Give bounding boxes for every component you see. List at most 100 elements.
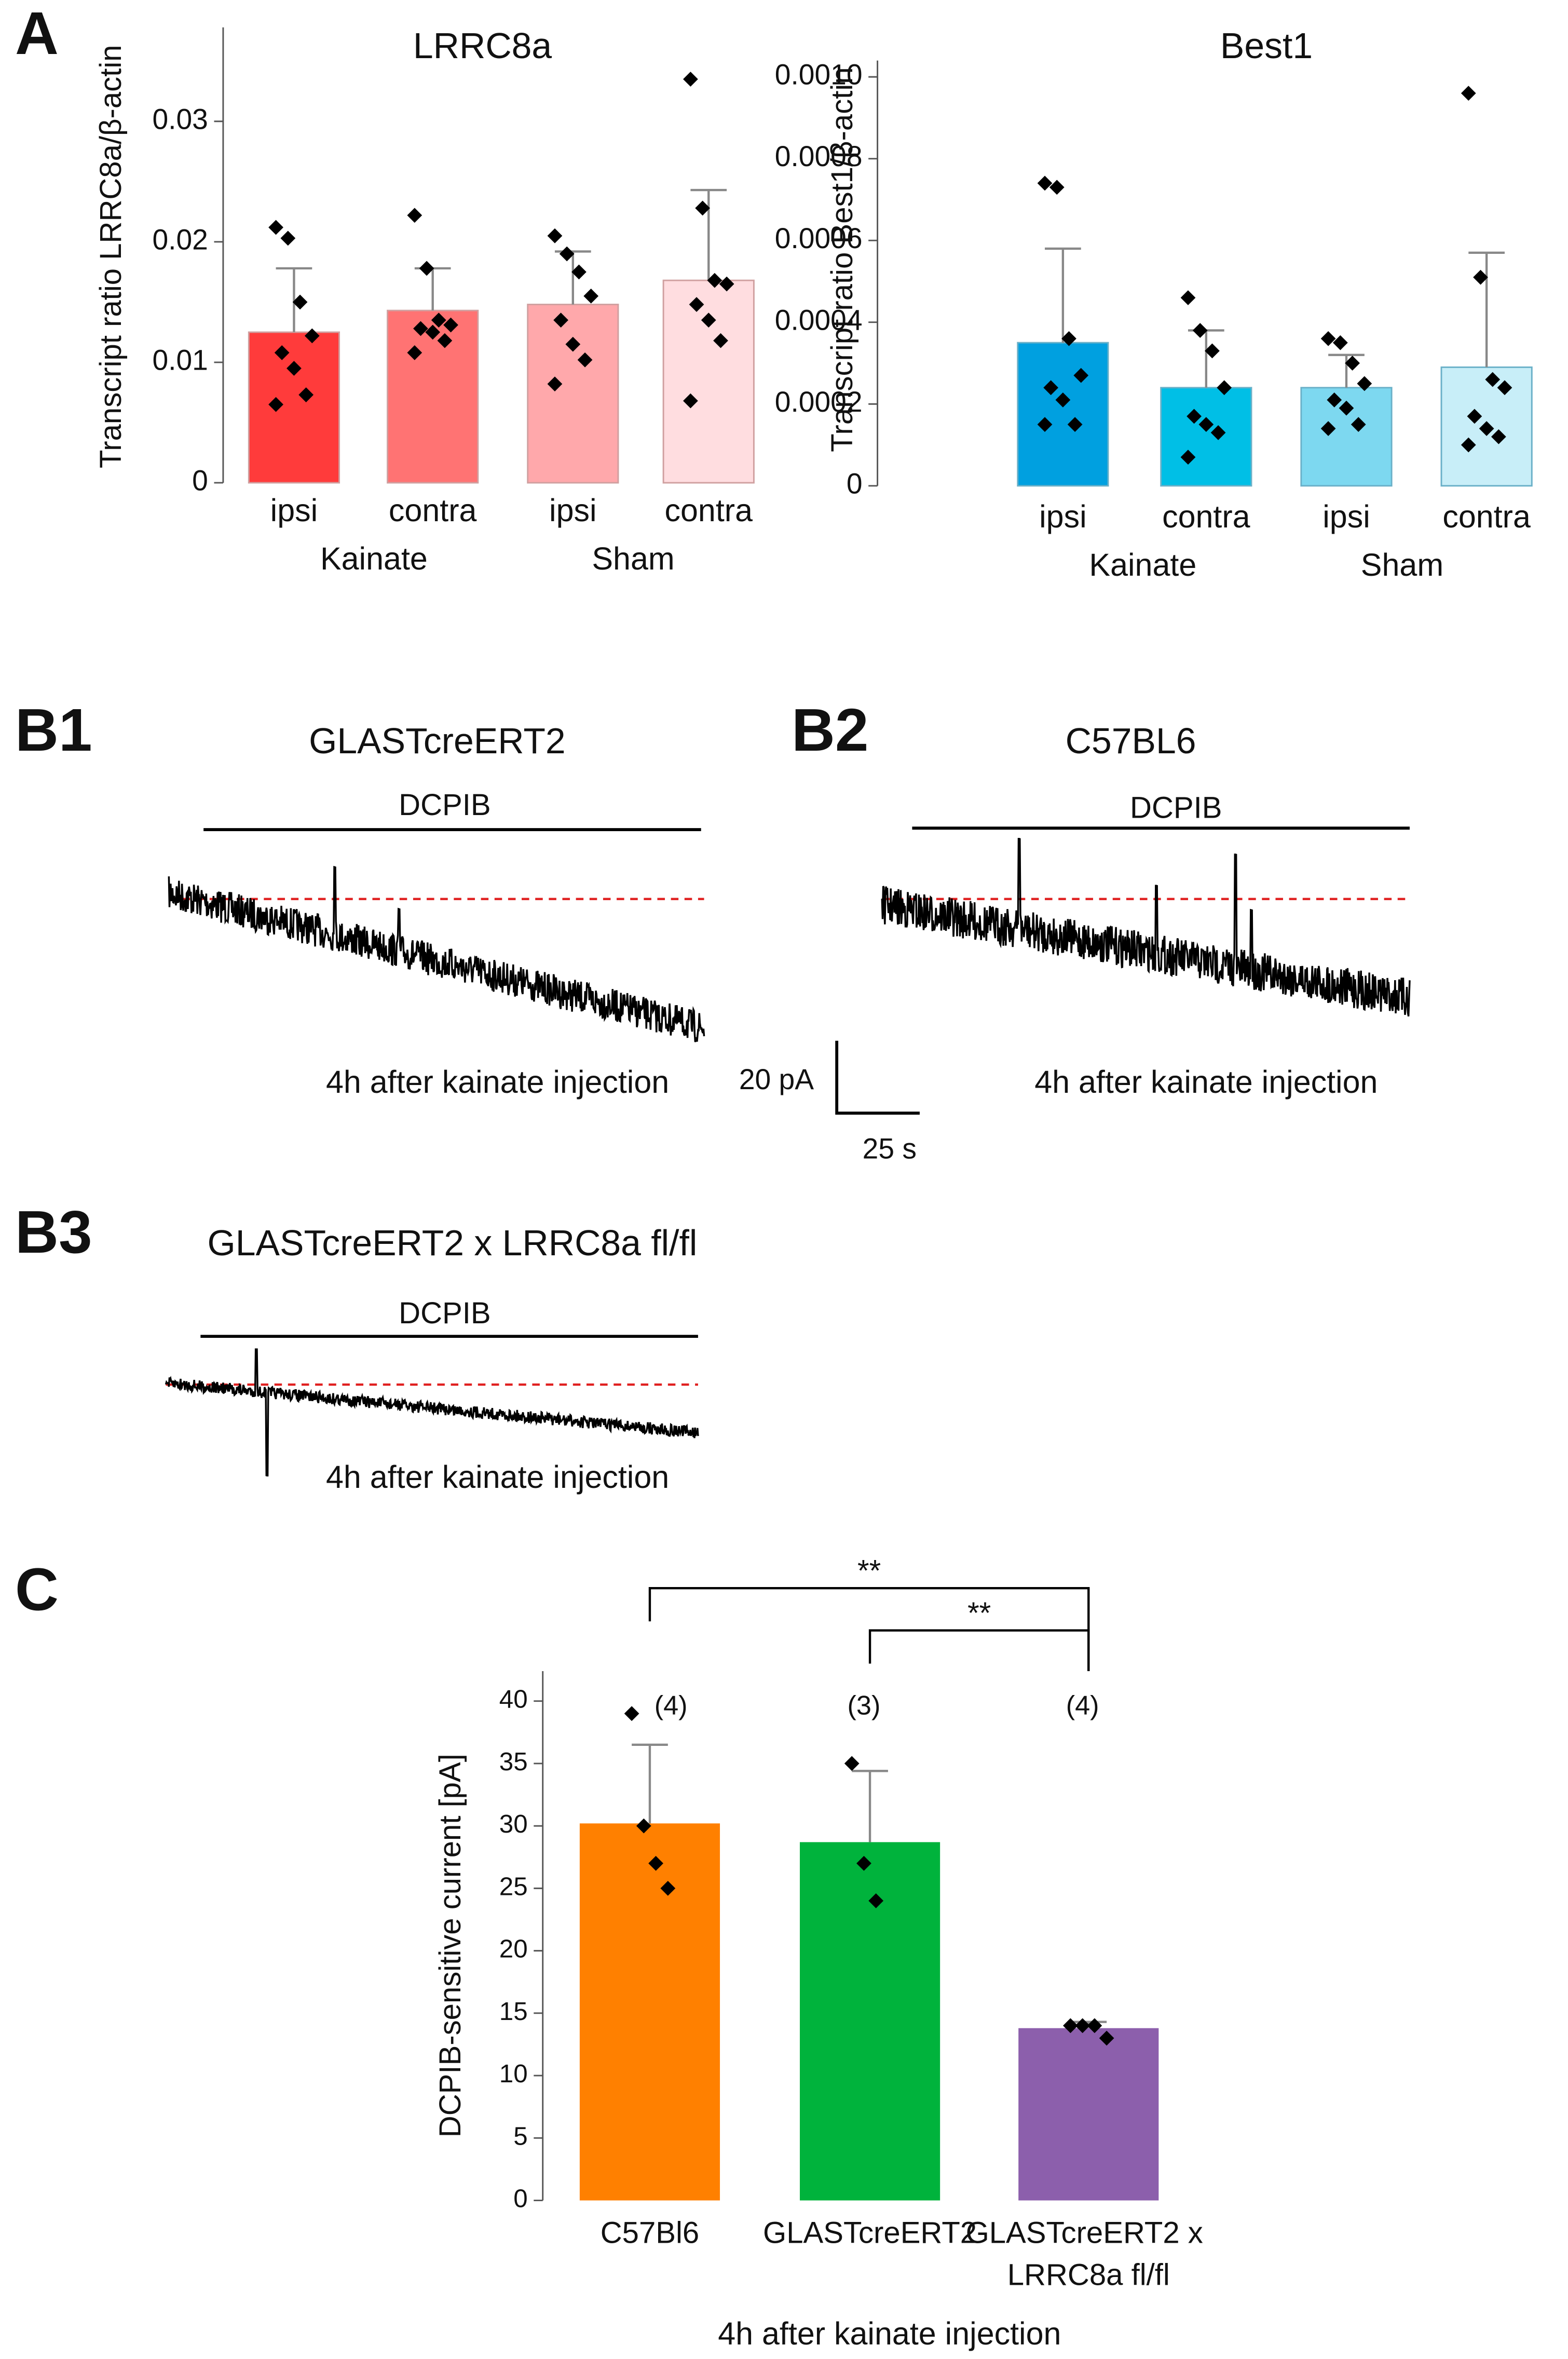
- data-point: [547, 228, 563, 243]
- x-tick-label: contra: [664, 493, 753, 528]
- data-point: [1461, 437, 1476, 453]
- data-point: [701, 313, 716, 328]
- data-point: [1073, 368, 1089, 383]
- y-tick-label: 0.01: [152, 344, 208, 376]
- y-tick-label: 0.0004: [775, 304, 863, 336]
- data-point: [425, 324, 441, 340]
- y-tick-label: 0: [513, 2185, 527, 2213]
- data-point: [1049, 180, 1065, 195]
- trace-note: 4h after kainate injection: [1034, 1064, 1378, 1100]
- bar: [527, 304, 619, 484]
- data-point: [1087, 2018, 1102, 2033]
- trace-title: GLASTcreERT2: [309, 721, 566, 761]
- x-tick-label: ipsi: [1322, 499, 1370, 534]
- trace: [165, 1348, 699, 1476]
- data-point: [565, 336, 581, 352]
- chart-title: LRRC8a: [413, 25, 552, 66]
- data-point: [298, 387, 314, 402]
- group-label: Kainate: [320, 541, 428, 576]
- data-point: [1332, 335, 1348, 350]
- data-point: [1497, 380, 1512, 396]
- y-axis-label: Transcript ratio Best1/β-actin: [825, 67, 859, 452]
- error-bar: [414, 267, 451, 311]
- data-point: [1055, 392, 1071, 408]
- panel-label: B2: [792, 696, 869, 764]
- data-point: [547, 376, 563, 392]
- x-tick-label: ipsi: [1039, 499, 1087, 534]
- data-point: [636, 1818, 651, 1834]
- error-bar: [276, 267, 312, 332]
- label-line: GLASTcreERT2 x: [966, 2216, 1211, 2250]
- y-axis-label: Transcript ratio LRRC8a/β-actin: [94, 45, 128, 468]
- data-point: [1205, 343, 1220, 359]
- panel-label: C: [15, 1556, 59, 1623]
- x-tick-label: ipsi: [549, 493, 597, 528]
- data-point: [1099, 2030, 1114, 2046]
- data-point: [1198, 417, 1214, 432]
- error-bar: [1188, 329, 1224, 388]
- x-tick-label: C57Bl6: [601, 2216, 699, 2250]
- n-label: (4): [655, 1690, 688, 1720]
- drug-label: DCPIB: [1130, 791, 1222, 825]
- data-point: [1063, 2018, 1078, 2033]
- data-point: [1320, 331, 1336, 346]
- trace-title: GLASTcreERT2 x LRRC8a fl/fl: [207, 1223, 697, 1263]
- trace: [881, 838, 1411, 1016]
- data-point: [274, 345, 290, 360]
- x-axis-label: 4h after kainate injection: [718, 2316, 1061, 2351]
- data-point: [1037, 175, 1053, 191]
- y-tick-label: 0: [192, 465, 208, 497]
- data-point: [683, 393, 698, 409]
- bar: [662, 279, 755, 484]
- data-point: [1180, 290, 1196, 305]
- trace-title: C57BL6: [1066, 721, 1196, 761]
- data-point: [292, 294, 308, 310]
- data-point: [856, 1855, 871, 1871]
- data-point: [1345, 356, 1360, 371]
- data-point: [407, 208, 422, 223]
- error-bar: [554, 250, 591, 305]
- data-point: [1075, 2018, 1090, 2033]
- data-point: [1187, 409, 1202, 424]
- group-label: Kainate: [1089, 547, 1196, 582]
- y-tick-label: 0.03: [152, 103, 208, 135]
- y-tick-label: 40: [499, 1685, 528, 1714]
- data-point: [683, 72, 698, 87]
- data-point: [844, 1756, 860, 1771]
- group-label: Sham: [1361, 547, 1443, 582]
- bar: [579, 1823, 720, 2201]
- x-tick-label: GLASTcreERT2 x LRRC8a fl/fl: [966, 2216, 1211, 2292]
- bar: [1160, 387, 1252, 487]
- significance-bracket: [868, 1629, 1090, 1671]
- y-tick-label: 15: [499, 1997, 528, 2026]
- error-bar: [690, 188, 727, 281]
- bar: [800, 1842, 940, 2201]
- error-bar: [1468, 251, 1505, 368]
- data-point: [553, 313, 568, 328]
- data-point: [1043, 380, 1059, 396]
- scale-label: 25 s: [863, 1132, 917, 1164]
- y-tick-label: 0: [847, 467, 863, 499]
- panel-label: B3: [15, 1198, 92, 1266]
- data-point: [280, 231, 296, 246]
- error-bar: [1328, 354, 1365, 388]
- label-line: LRRC8a fl/fl: [1007, 2258, 1170, 2292]
- y-tick-label: 35: [499, 1747, 528, 1776]
- bar: [248, 331, 340, 484]
- y-tick-label: 30: [499, 1810, 528, 1838]
- y-tick-label: 25: [499, 1872, 528, 1901]
- y-tick-label: 20: [499, 1935, 528, 1963]
- panel-label: B1: [15, 696, 92, 764]
- drug-label: DCPIB: [399, 788, 491, 822]
- y-tick-label: 0.0002: [775, 386, 863, 418]
- n-label: (4): [1066, 1690, 1099, 1720]
- x-tick-label: GLASTcreERT2: [763, 2216, 977, 2250]
- y-tick-label: 0.0008: [775, 140, 863, 172]
- scale-label: 20 pA: [739, 1063, 814, 1095]
- data-point: [1479, 421, 1494, 436]
- y-tick-label: 5: [513, 2122, 527, 2150]
- trace: [168, 865, 705, 1042]
- x-tick-label: contra: [1162, 499, 1250, 534]
- data-point: [577, 352, 593, 368]
